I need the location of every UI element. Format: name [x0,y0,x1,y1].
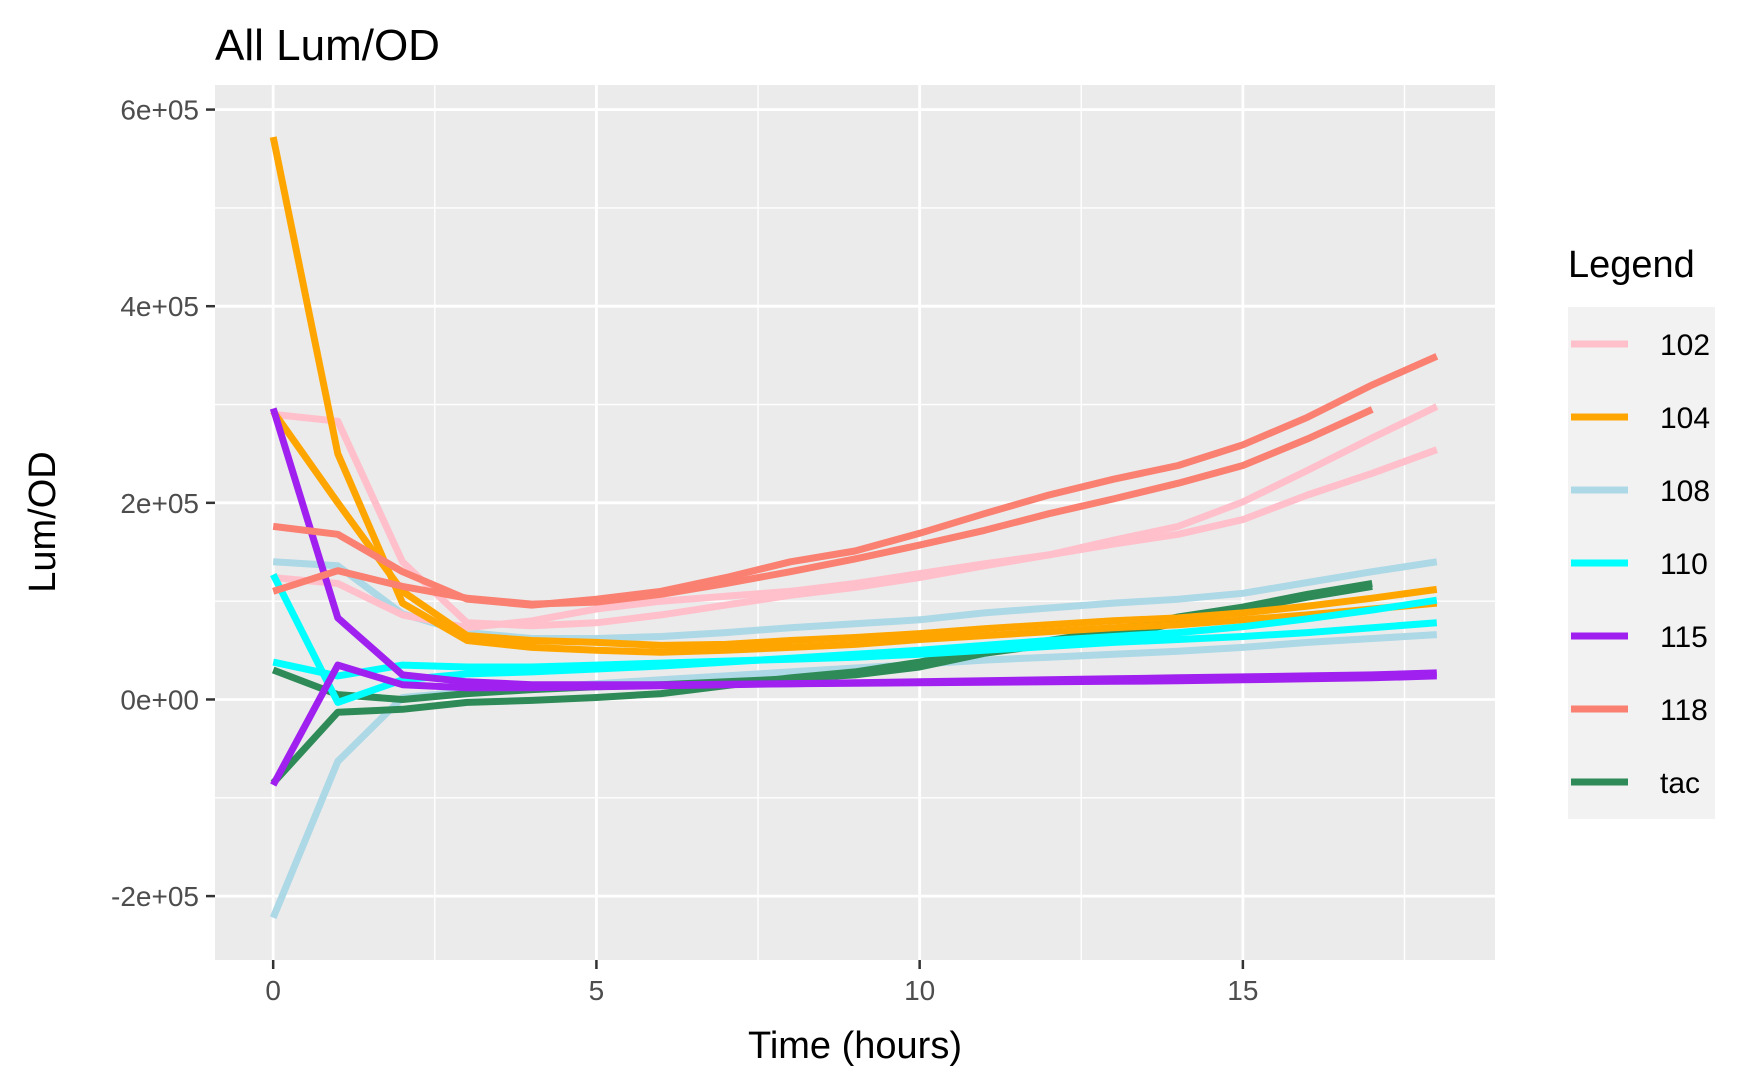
series-line-102 [272,446,1439,632]
series-line-102 [272,403,1439,630]
minor-gridlines [215,85,1495,960]
y-tick-label: 2e+05 [120,488,199,519]
x-axis-title: Time (hours) [748,1025,962,1067]
legend-label: 110 [1660,548,1708,581]
legend-title: Legend [1568,244,1695,286]
series-line-104 [270,409,1438,649]
legend: Legend 102 104 108 110 115 118 tac [1568,244,1715,819]
legend-label: 118 [1660,694,1708,727]
series-line-118 [272,406,1374,608]
y-tick-label: 0e+00 [120,684,199,715]
y-tick-label: 6e+05 [120,95,199,126]
series-line-115 [270,661,1437,787]
x-tick-label: 10 [904,975,935,1006]
y-axis-title: Lum/OD [22,451,64,592]
x-tick-label: 0 [265,975,281,1006]
x-axis: 0 5 10 15 [265,960,1258,1006]
legend-label: 108 [1660,475,1710,508]
legend-label: tac [1660,767,1700,800]
legend-label: 104 [1660,402,1710,435]
series-line-104 [269,136,1438,656]
x-tick-label: 15 [1227,975,1258,1006]
legend-label: 115 [1660,621,1708,654]
y-tick-label: 4e+05 [120,291,199,322]
plot-panel [215,85,1495,960]
y-tick-label: -2e+05 [111,881,199,912]
series-line-110 [272,619,1438,680]
chart-title: All Lum/OD [215,21,440,70]
y-axis: -2e+05 0e+00 2e+05 4e+05 6e+05 [111,95,215,912]
legend-label: 102 [1660,329,1710,362]
series-lines [269,136,1439,920]
x-tick-label: 5 [589,975,605,1006]
legend-entries: 102 104 108 110 115 118 tac [1571,329,1710,800]
